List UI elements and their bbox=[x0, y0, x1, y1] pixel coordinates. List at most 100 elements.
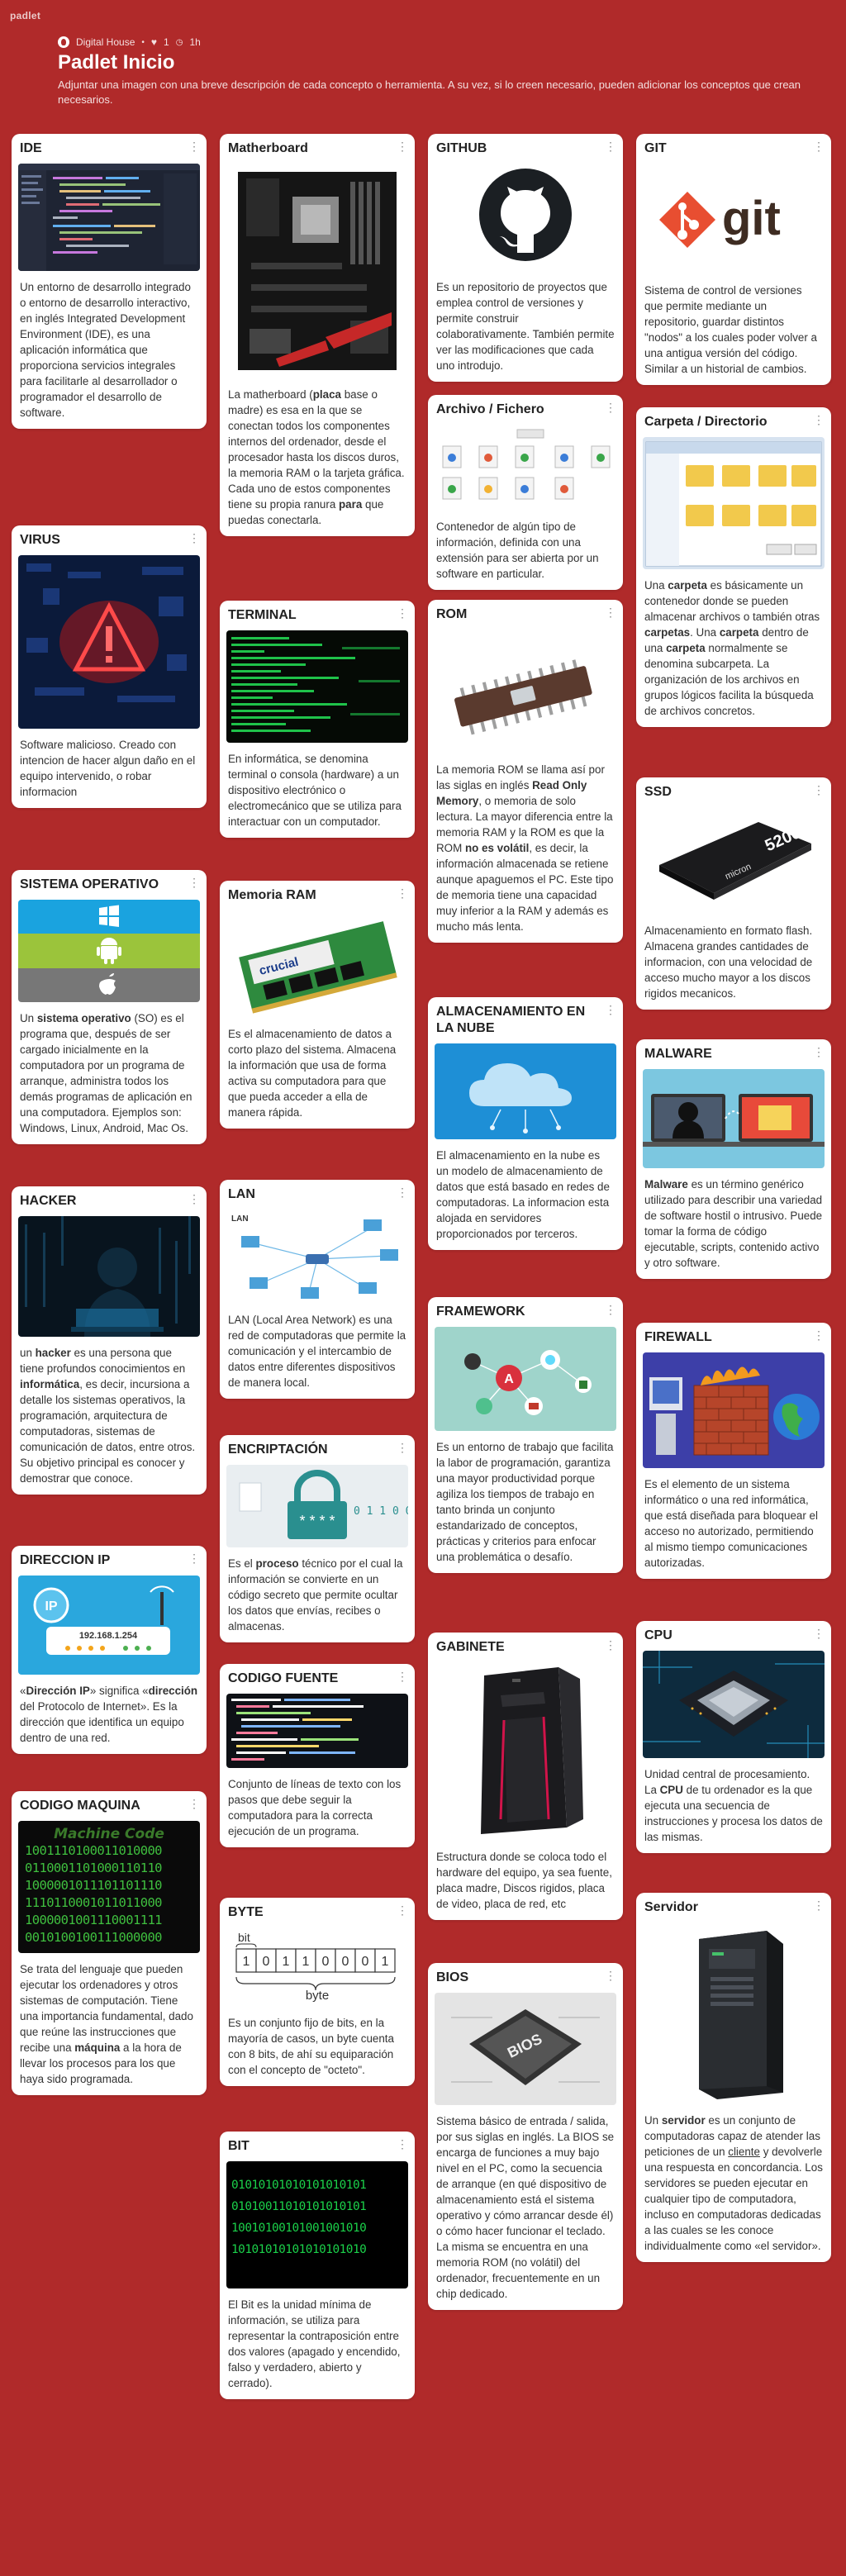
file-explorer-image[interactable] bbox=[435, 425, 616, 511]
more-options-icon[interactable]: ⋮ bbox=[813, 1899, 825, 1912]
virus-warning-image[interactable] bbox=[18, 555, 200, 729]
post-body: Es el elemento de un sistema informático… bbox=[644, 1478, 818, 1570]
os-logos-image[interactable] bbox=[18, 900, 200, 1002]
more-options-icon[interactable]: ⋮ bbox=[813, 1045, 825, 1058]
ide-screenshot-image[interactable] bbox=[18, 164, 200, 271]
post-card-ide[interactable]: IDE ⋮ U bbox=[12, 134, 207, 430]
post-card-encriptacion[interactable]: ENCRIPTACIÓN ⋮ * * * * 0 1 1 0 0 1 1 Es … bbox=[220, 1435, 415, 1643]
byte-diagram-image[interactable]: bit 1 0 1 1 0 0 0 1 byte bbox=[226, 1927, 408, 2007]
post-card-nube[interactable]: ALMACENAMIENTO EN LA NUBE ⋮ El almacenam… bbox=[428, 997, 623, 1251]
author-name[interactable]: Digital House bbox=[76, 36, 135, 48]
more-options-icon[interactable]: ⋮ bbox=[188, 531, 200, 544]
cloud-storage-image[interactable] bbox=[435, 1043, 616, 1139]
more-options-icon[interactable]: ⋮ bbox=[605, 1003, 616, 1016]
more-options-icon[interactable]: ⋮ bbox=[605, 140, 616, 153]
post-card-sistema-operativo[interactable]: SISTEMA OPERATIVO ⋮ Un sistema operativo… bbox=[12, 870, 207, 1145]
post-card-memoria-ram[interactable]: Memoria RAM ⋮ crucial Es el almacenamien… bbox=[220, 881, 415, 1129]
encryption-lock-image[interactable]: * * * * 0 1 1 0 0 1 1 bbox=[226, 1465, 408, 1547]
post-card-lan[interactable]: LAN ⋮ LAN LAN (Local Area Network) es un… bbox=[220, 1180, 415, 1400]
more-options-icon[interactable]: ⋮ bbox=[188, 1797, 200, 1810]
more-options-icon[interactable]: ⋮ bbox=[188, 140, 200, 153]
binary-matrix-image[interactable]: 01010101010101010101 0101001101010101010… bbox=[226, 2161, 408, 2288]
post-card-git[interactable]: GIT ⋮ git Sistema de control de versione… bbox=[636, 134, 831, 386]
more-options-icon[interactable]: ⋮ bbox=[397, 886, 408, 900]
more-options-icon[interactable]: ⋮ bbox=[813, 413, 825, 426]
cliente-link[interactable]: cliente bbox=[728, 2146, 760, 2159]
terminal-screen-image[interactable] bbox=[226, 630, 408, 743]
frameworks-logos-image[interactable]: A bbox=[435, 1327, 616, 1431]
more-options-icon[interactable]: ⋮ bbox=[188, 1192, 200, 1205]
more-options-icon[interactable]: ⋮ bbox=[813, 1328, 825, 1342]
more-options-icon[interactable]: ⋮ bbox=[813, 1627, 825, 1640]
post-card-virus[interactable]: VIRUS ⋮ Software malicioso. Creado con i… bbox=[12, 525, 207, 809]
source-code-image[interactable] bbox=[226, 1694, 408, 1768]
post-title: GITHUB bbox=[436, 141, 487, 155]
post-card-carpeta[interactable]: Carpeta / Directorio ⋮ Una carpeta es bá… bbox=[636, 407, 831, 728]
more-options-icon[interactable]: ⋮ bbox=[813, 140, 825, 153]
post-card-bit[interactable]: BIT ⋮ 01010101010101010101 0101001101010… bbox=[220, 2132, 415, 2400]
github-logo-image[interactable] bbox=[435, 164, 616, 271]
machine-code-image[interactable]: Machine Code 1001110100011010000 0110001… bbox=[18, 1821, 200, 1953]
more-options-icon[interactable]: ⋮ bbox=[188, 876, 200, 889]
more-options-icon[interactable]: ⋮ bbox=[605, 1638, 616, 1652]
post-card-terminal[interactable]: TERMINAL ⋮ En informática, se denomina t… bbox=[220, 601, 415, 839]
post-card-bios[interactable]: BIOS ⋮ BIOS Sistema básico de entrada / … bbox=[428, 1963, 623, 2311]
git-logo-image[interactable]: git bbox=[643, 164, 825, 274]
rom-chip-image[interactable] bbox=[435, 630, 616, 753]
post-title: GABINETE bbox=[436, 1640, 505, 1654]
cpu-chip-image[interactable] bbox=[643, 1651, 825, 1758]
more-options-icon[interactable]: ⋮ bbox=[605, 1303, 616, 1316]
server-tower-image[interactable] bbox=[643, 1922, 825, 2104]
likes-count: 1 bbox=[164, 36, 169, 48]
post-card-servidor[interactable]: Servidor ⋮ Un servidor es un conjunto de… bbox=[636, 1893, 831, 2263]
post-card-cpu[interactable]: CPU ⋮ Unidad central de procesamiento. L… bbox=[636, 1621, 831, 1854]
post-body: Es un repositorio de proyectos que emple… bbox=[436, 281, 615, 373]
bios-chip-image[interactable]: BIOS bbox=[435, 1993, 616, 2105]
post-card-rom[interactable]: ROM ⋮ La memoria ROM se llama así por la… bbox=[428, 600, 623, 943]
more-options-icon[interactable]: ⋮ bbox=[188, 1552, 200, 1565]
post-card-codigo-fuente[interactable]: CODIGO FUENTE ⋮ Conjunto de líneas de te… bbox=[220, 1664, 415, 1848]
firewall-wall-image[interactable] bbox=[643, 1352, 825, 1468]
more-options-icon[interactable]: ⋮ bbox=[813, 783, 825, 796]
more-options-icon[interactable]: ⋮ bbox=[397, 1670, 408, 1683]
post-card-byte[interactable]: BYTE ⋮ bit 1 0 1 1 0 0 0 1 byte Es un co… bbox=[220, 1898, 415, 2087]
post-title: HACKER bbox=[20, 1194, 77, 1208]
author-avatar[interactable] bbox=[58, 36, 69, 48]
more-options-icon[interactable]: ⋮ bbox=[397, 1903, 408, 1917]
more-options-icon[interactable]: ⋮ bbox=[397, 1441, 408, 1454]
post-card-framework[interactable]: FRAMEWORK ⋮ A Es un entorno de trabajo q… bbox=[428, 1297, 623, 1574]
post-title: BYTE bbox=[228, 1905, 264, 1919]
board-description: Adjuntar una imagen con una breve descri… bbox=[58, 78, 801, 106]
heart-icon[interactable]: ♥ bbox=[150, 36, 158, 48]
more-options-icon[interactable]: ⋮ bbox=[397, 606, 408, 620]
motherboard-image[interactable] bbox=[226, 164, 408, 378]
more-options-icon[interactable]: ⋮ bbox=[397, 1186, 408, 1199]
more-options-icon[interactable]: ⋮ bbox=[605, 606, 616, 619]
post-card-github[interactable]: GITHUB ⋮ Es un repositorio de proyectos … bbox=[428, 134, 623, 383]
post-card-matherboard[interactable]: Matherboard ⋮ La matherboard (placa base… bbox=[220, 134, 415, 537]
pc-case-image[interactable] bbox=[435, 1662, 616, 1841]
post-card-firewall[interactable]: FIREWALL ⋮ Es el elemento de un sistema … bbox=[636, 1323, 831, 1580]
more-options-icon[interactable]: ⋮ bbox=[605, 401, 616, 414]
folders-window-image[interactable] bbox=[643, 437, 825, 569]
post-title: TERMINAL bbox=[228, 608, 297, 622]
padlet-logo[interactable]: padlet bbox=[10, 10, 41, 21]
post-card-ssd[interactable]: SSD ⋮ 5200 micron Almacenamiento en form… bbox=[636, 777, 831, 1010]
post-title: CODIGO FUENTE bbox=[228, 1671, 339, 1685]
hacker-image[interactable] bbox=[18, 1216, 200, 1337]
more-options-icon[interactable]: ⋮ bbox=[605, 1969, 616, 1982]
post-card-archivo[interactable]: Archivo / Fichero ⋮ Contenedor de algún … bbox=[428, 395, 623, 591]
ram-module-image[interactable]: crucial bbox=[226, 910, 408, 1018]
malware-laptops-image[interactable] bbox=[643, 1069, 825, 1168]
more-options-icon[interactable]: ⋮ bbox=[397, 2137, 408, 2151]
router-ip-image[interactable]: IP 192.168.1.254 bbox=[18, 1576, 200, 1675]
more-options-icon[interactable]: ⋮ bbox=[397, 140, 408, 153]
post-card-codigo-maquina[interactable]: CODIGO MAQUINA ⋮ Machine Code 1001110100… bbox=[12, 1791, 207, 2096]
post-card-direccion-ip[interactable]: DIRECCION IP ⋮ IP 192.168.1.254 «Direcci… bbox=[12, 1546, 207, 1755]
lan-diagram-image[interactable]: LAN bbox=[226, 1210, 408, 1304]
ssd-drive-image[interactable]: 5200 micron bbox=[643, 807, 825, 915]
post-card-malware[interactable]: MALWARE ⋮ Malware es un término genérico… bbox=[636, 1039, 831, 1280]
post-card-gabinete[interactable]: GABINETE ⋮ Estructura donde se coloca to… bbox=[428, 1633, 623, 1921]
lan-image-label: LAN bbox=[231, 1214, 249, 1224]
post-card-hacker[interactable]: HACKER ⋮ un hacker es una persona que ti… bbox=[12, 1186, 207, 1495]
